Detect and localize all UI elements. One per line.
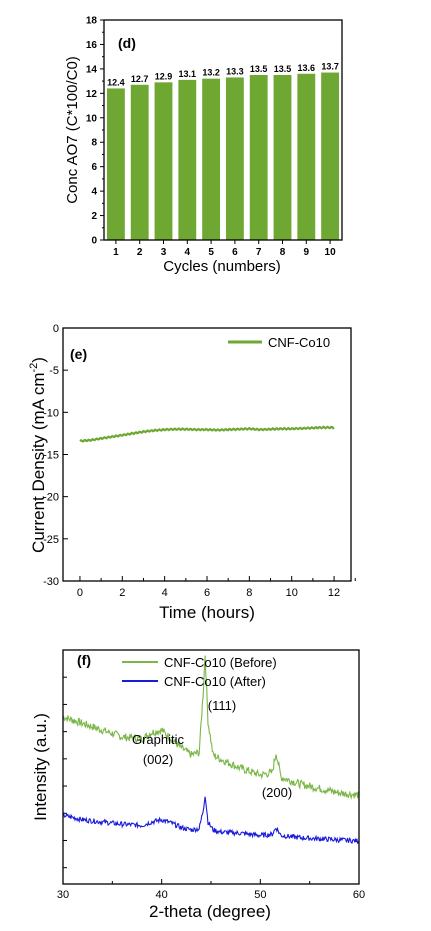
panel-d-y-tick-label: 4: [91, 187, 97, 198]
panel-e-y-tick-label: -25: [43, 534, 59, 546]
panel-f-annotation-111: (111): [208, 698, 236, 713]
panel-e-line-chart: (e) 0 2 4 6 8 10 12 0 -5 -10 -15 -20 -25 -30 CNF-Co10…: [28, 323, 356, 622]
panel-d-bar-label: 12.9: [155, 71, 173, 81]
panel-e-legend-label: CNF-Co10: [268, 335, 330, 350]
panel-f-x-tick-label: 50: [254, 889, 266, 901]
panel-f-annotation-002: (002): [143, 752, 173, 767]
panel-f-x-tick-label: 60: [353, 889, 365, 901]
panel-e-y-axis-title: Current Density (mA cm-2): [28, 357, 48, 553]
panel-d-bar: [106, 88, 125, 240]
panel-d-x-tick-label: 10: [325, 247, 337, 258]
panel-f-series: [62, 655, 360, 845]
panel-d-y-tick-label: 0: [91, 236, 97, 247]
panel-e-y-axis-title-close: ): [29, 357, 48, 363]
panel-d-bar-label: 13.7: [321, 62, 339, 72]
panel-d-bar: [249, 75, 268, 240]
panel-d-bar: [273, 75, 292, 240]
panel-e-letter: (e): [70, 346, 87, 362]
panel-e-x-tick-label: 4: [162, 587, 168, 599]
panel-e-y-tick-label: -20: [43, 492, 59, 504]
panel-e-x-tick-label: 2: [119, 587, 125, 599]
panel-d-x-tick-label: 6: [232, 247, 238, 258]
panel-d-x-tick-label: 8: [280, 247, 286, 258]
panel-e-x-tick-label: 12: [328, 587, 340, 599]
panel-e-y-tick-label: -30: [43, 576, 59, 588]
panel-d-x-tick-label: 4: [185, 247, 191, 258]
panel-d-frame: [103, 19, 343, 241]
panel-f-letter: (f): [77, 652, 91, 668]
panel-d-bar: [130, 84, 149, 241]
panel-d-x-tick-label: 3: [161, 247, 167, 258]
panel-d-bar-label: 12.4: [107, 77, 125, 87]
panel-d-y-tick-labels: 0 2 4 6 8 10 12 14 16 18: [86, 16, 104, 247]
panel-d-y-tick-label: 18: [86, 16, 98, 27]
panel-d-bar-label: 13.6: [298, 63, 316, 73]
panel-d-y-tick-label: 12: [86, 89, 98, 100]
panel-e-series-line: [79, 425, 335, 443]
panel-e-x-axis-title: Time (hours): [159, 603, 255, 622]
panel-f-annotation-graphitic: Graphitic: [132, 732, 185, 747]
panel-e-y-tick-label: -5: [49, 365, 59, 377]
panel-d-bar: [154, 82, 173, 240]
panel-f-y-axis-title: Intensity (a.u.): [31, 713, 50, 821]
panel-d-bar-label: 13.3: [226, 66, 244, 76]
panel-d-bar-label: 13.5: [274, 64, 292, 74]
panel-d-x-tick-label: 9: [304, 247, 310, 258]
panel-e-y-tick-label: -15: [43, 450, 59, 462]
panel-d-bar: [297, 73, 316, 241]
panel-d-bar: [321, 72, 340, 240]
panel-d-bar-chart: (d) 12.4 12.7 12.9 13.1 13.2 13.3 13.5 13.5 13.6…: [64, 16, 343, 275]
panel-d-letter: (d): [118, 35, 136, 51]
panel-f-x-tick-label: 30: [57, 889, 69, 901]
panel-d-y-tick-label: 14: [86, 64, 98, 75]
panel-d-x-tick-label: 5: [208, 247, 214, 258]
panel-d-bar-label: 13.2: [202, 68, 220, 78]
panel-d-y-tick-label: 10: [86, 113, 98, 124]
panel-d-y-tick-label: 6: [91, 162, 97, 173]
panel-d-bar: [225, 77, 244, 240]
panel-d-x-tick-label: 1: [113, 247, 119, 258]
panel-e-x-tick-label: 6: [204, 587, 210, 599]
panel-f-x-tick-label: 40: [156, 889, 168, 901]
panel-f-legend-label-after: CNF-Co10 (After): [164, 674, 266, 689]
panel-f-xrd-chart: (f) 30 40 50 60 CNF-Co10 (Before) CNF-Co10 …: [31, 649, 365, 921]
panel-e-frame: [62, 327, 352, 582]
panel-d-x-tick-label: 2: [137, 247, 143, 258]
panel-e-y-tick-label: 0: [53, 323, 59, 335]
panel-e-y-axis-title-main: Current Density (mA cm: [29, 373, 48, 553]
panel-e-x-tick-label: 0: [77, 587, 83, 599]
panel-d-bars: 12.4 12.7 12.9 13.1 13.2 13.3 13.5 13.5 13.6 13.7: [106, 62, 340, 241]
panel-d-x-tick-label: 7: [256, 247, 262, 258]
panel-f-legend-label-before: CNF-Co10 (Before): [164, 655, 277, 670]
panel-f-series-line: [62, 655, 360, 801]
panel-d-bar-label: 12.7: [131, 74, 149, 84]
panel-d-y-tick-label: 16: [86, 40, 98, 51]
panel-d-bar: [178, 79, 197, 240]
panel-f-series-line: [62, 796, 360, 845]
panel-d-y-tick-label: 8: [91, 138, 97, 149]
panel-d-y-tick-label: 2: [91, 211, 97, 222]
panel-e-x-tick-label: 8: [246, 587, 252, 599]
panel-d-x-axis-title: Cycles (numbers): [163, 258, 281, 275]
panel-f-x-axis-title: 2-theta (degree): [149, 902, 271, 921]
panel-e-y-tick-label: -10: [43, 407, 59, 419]
panel-f-frame: [62, 649, 360, 885]
panel-e-y-axis-title-sup: -2: [28, 363, 40, 373]
panel-d-bar-label: 13.1: [179, 69, 197, 79]
panel-e-ticks: 0 2 4 6 8 10 12 0 -5 -10 -15 -20 -25 -30: [43, 323, 356, 599]
panel-f-annotation-200: (200): [262, 785, 292, 800]
panel-d-x-tick-labels: 1 2 3 4 5 6 7 8 9 10: [113, 240, 336, 258]
panel-d-y-axis-title: Conc AO7 (C*100/C0): [64, 56, 81, 204]
panel-d-bar-label: 13.5: [250, 64, 268, 74]
panel-e-series: [79, 425, 335, 443]
panel-e-x-tick-label: 10: [286, 587, 298, 599]
panel-d-bar: [202, 78, 221, 241]
